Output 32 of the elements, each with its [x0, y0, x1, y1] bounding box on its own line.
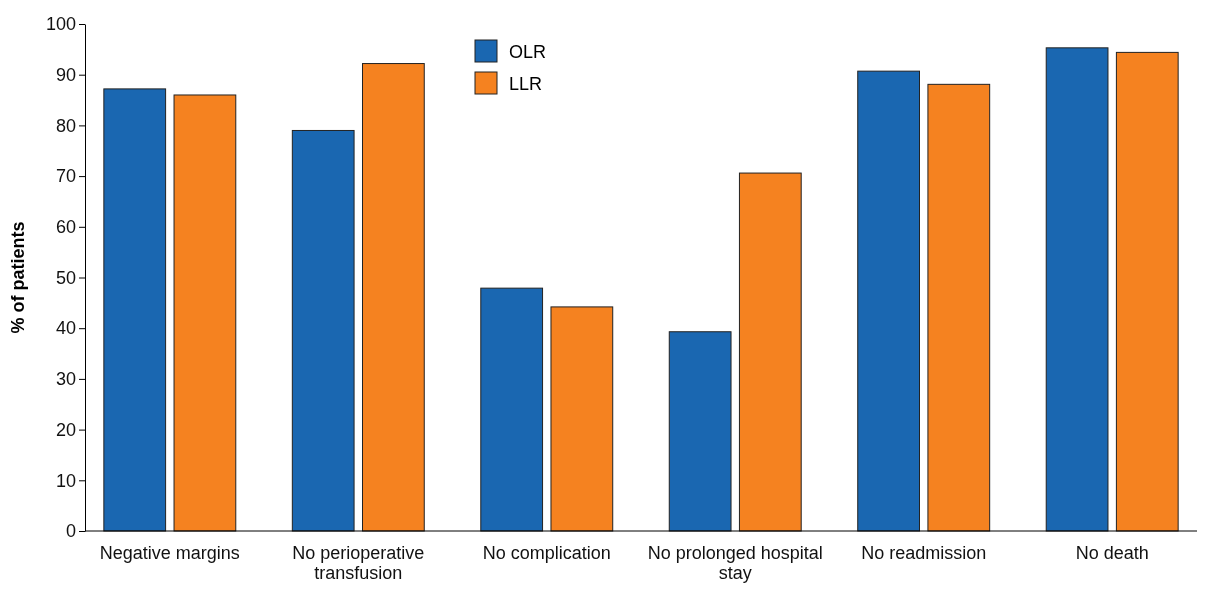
bar — [1045, 47, 1109, 532]
y-tick-label: 10 — [55, 470, 76, 491]
bar — [173, 94, 237, 532]
y-tick-label: 0 — [65, 521, 76, 542]
legend-label: OLR — [509, 42, 547, 62]
y-tick-label: 40 — [55, 318, 76, 339]
y-tick-label: 30 — [55, 369, 76, 390]
bar — [480, 287, 544, 532]
y-tick-label: 50 — [55, 267, 76, 288]
y-axis-title: % of patients — [8, 221, 28, 334]
bar — [738, 172, 802, 532]
bar — [1115, 51, 1179, 532]
bar — [668, 331, 732, 532]
bar — [927, 83, 991, 532]
y-tick-label: 100 — [45, 14, 76, 35]
x-tick-label: No death — [1075, 543, 1149, 563]
bar — [103, 88, 167, 532]
y-tick-label: 80 — [55, 115, 76, 136]
bar — [550, 306, 614, 532]
x-tick-label: No prolonged hospital stay — [647, 543, 823, 583]
bar — [857, 70, 920, 532]
bar — [291, 129, 355, 532]
y-tick-label: 20 — [55, 419, 76, 440]
x-tick-label: No perioperative transfusion — [292, 543, 425, 583]
x-tick-label: No complication — [482, 543, 611, 563]
x-tick-label: Negative margins — [99, 543, 240, 563]
x-tick-label: No readmission — [861, 543, 987, 563]
y-tick-label: 70 — [55, 166, 76, 187]
y-tick-label: 60 — [55, 217, 76, 238]
y-tick-label: 90 — [55, 64, 76, 85]
legend-label: LLR — [509, 74, 543, 94]
bar — [362, 63, 425, 532]
